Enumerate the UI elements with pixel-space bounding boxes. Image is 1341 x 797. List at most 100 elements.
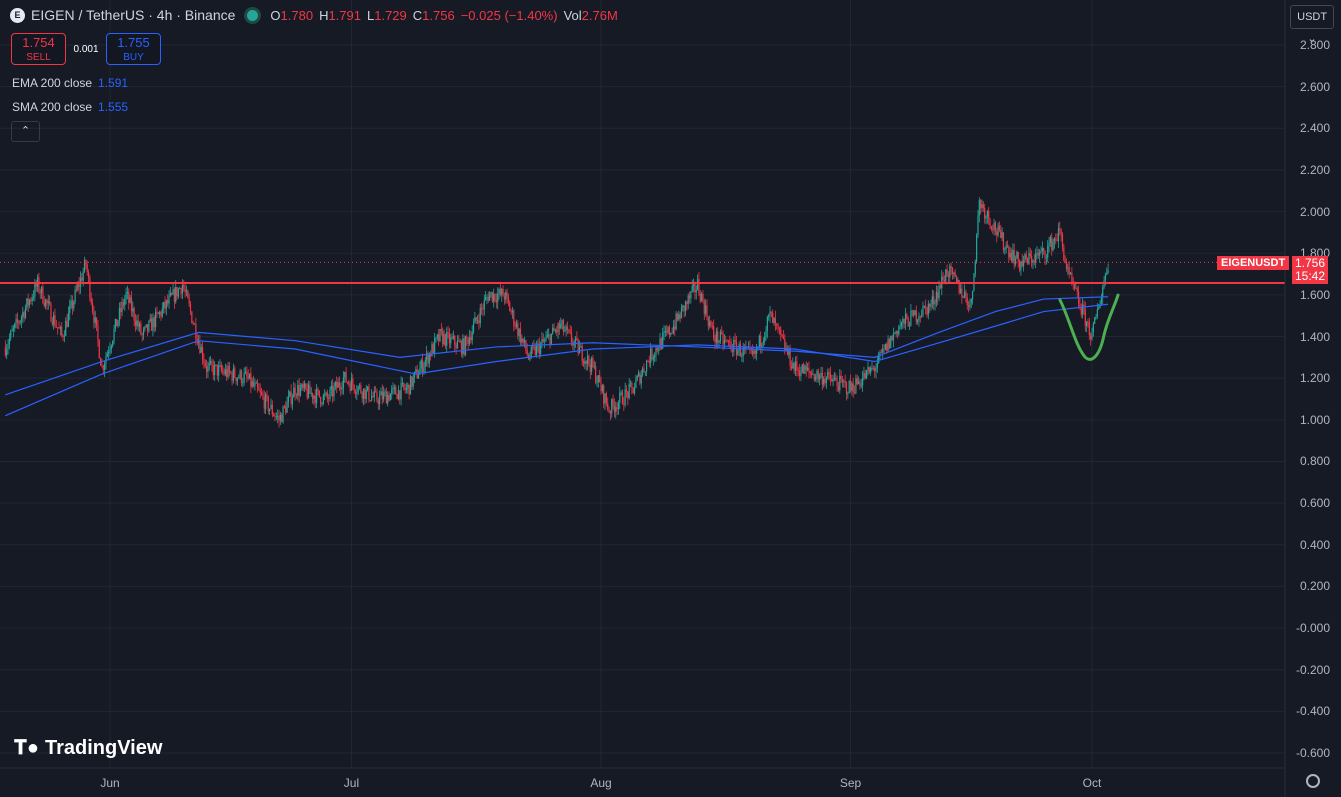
candle-body	[63, 335, 65, 338]
candle-body	[150, 318, 153, 331]
tradingview-logo[interactable]: 𝐓● TradingView	[14, 737, 163, 759]
candle-body	[518, 328, 520, 336]
buy-button[interactable]: 1.755 BUY	[106, 33, 161, 65]
candle-body	[664, 330, 666, 332]
currency-select[interactable]: USDT ⌄	[1290, 5, 1334, 45]
candle-body	[57, 327, 59, 329]
candle-body	[811, 373, 813, 375]
candle-body	[725, 340, 727, 342]
candle-body	[258, 388, 260, 391]
candle-body	[396, 394, 398, 400]
candle-body	[1008, 246, 1010, 258]
settings-icon[interactable]	[1306, 774, 1320, 788]
y-tick-label: 2.600	[1299, 79, 1330, 94]
y-tick-label: 0.600	[1299, 496, 1330, 511]
candle-body	[289, 391, 291, 397]
candle-body	[1076, 288, 1078, 292]
candle-body	[360, 385, 362, 393]
candle-body	[82, 271, 84, 281]
candle-body	[117, 320, 119, 327]
candle-body	[576, 337, 578, 340]
indicator-ema[interactable]: EMA 200 close 1.591	[12, 76, 129, 90]
candle-body	[326, 392, 328, 399]
sma-200-close-line[interactable]	[5, 303, 1109, 417]
candle-body	[185, 290, 188, 292]
candle-body	[922, 306, 924, 316]
candle-body	[438, 334, 440, 341]
candle-body	[384, 391, 386, 393]
candle-body	[273, 414, 275, 416]
candle-body	[1010, 252, 1013, 262]
candle-body	[219, 365, 221, 366]
candle-body	[591, 357, 593, 372]
candle-body	[118, 308, 120, 321]
candle-body	[43, 303, 45, 306]
candle-body	[667, 327, 669, 333]
candle-body	[608, 409, 610, 413]
candle-body	[883, 348, 885, 350]
candle-body	[751, 350, 754, 355]
candle-body	[436, 334, 438, 338]
candle-body	[137, 320, 139, 328]
candle-body	[511, 310, 514, 313]
candle-body	[285, 406, 287, 413]
candle-body	[501, 288, 503, 295]
hand-drawn-annotation[interactable]	[1058, 293, 1120, 361]
candle-body	[800, 372, 802, 377]
candle-body	[723, 340, 726, 345]
candle-body	[794, 361, 797, 371]
candle-body	[1079, 303, 1081, 308]
candle-body	[1016, 251, 1018, 259]
candle-body	[812, 374, 814, 376]
indicator-sma[interactable]: SMA 200 close 1.555	[12, 100, 129, 114]
candle-body	[620, 392, 622, 394]
candle-body	[997, 225, 999, 236]
candle-body	[132, 308, 134, 312]
candle-body	[939, 285, 942, 289]
candle-body	[855, 378, 857, 394]
candle-body	[297, 384, 299, 396]
candle-body	[451, 337, 453, 339]
candle-body	[992, 228, 994, 230]
candle-body	[77, 284, 79, 290]
candle-body	[570, 332, 573, 343]
candle-body	[1047, 245, 1049, 258]
candle-body	[857, 381, 860, 385]
candle-body	[565, 326, 567, 331]
collapse-legend-button[interactable]: ⌃	[11, 121, 40, 142]
candle-body	[468, 336, 471, 344]
candle-body	[806, 367, 809, 370]
candle-body	[458, 340, 460, 342]
ema-200-close-line[interactable]	[5, 296, 1109, 396]
candle-body	[695, 289, 697, 293]
candle-body	[1071, 272, 1073, 282]
candle-body	[837, 386, 840, 391]
sell-button[interactable]: 1.754 SELL	[11, 33, 66, 65]
candle-body	[350, 378, 353, 391]
candle-body	[325, 392, 327, 395]
candle-body	[647, 361, 649, 362]
candle-body	[577, 339, 579, 354]
candle-body	[584, 360, 586, 364]
candle-body	[148, 321, 150, 332]
candle-body	[497, 294, 499, 303]
candle-body	[797, 369, 799, 371]
ohlc-values: O1.780 H1.791 L1.729 C1.756 −0.025 (−1.40%) V…	[270, 7, 618, 23]
candle-body	[200, 346, 202, 353]
candle-body	[357, 386, 359, 393]
symbol-title[interactable]: EIGEN / TetherUS · 4h · Binance	[31, 7, 236, 23]
candle-body	[259, 390, 261, 393]
candle-body	[413, 371, 416, 378]
candle-body	[770, 311, 772, 313]
candle-body	[953, 272, 955, 274]
candle-body	[476, 320, 479, 322]
candle-body	[101, 365, 103, 367]
candle-body	[605, 393, 607, 404]
candle-body	[42, 286, 44, 304]
candle-body	[243, 373, 245, 383]
candle-body	[1075, 288, 1077, 290]
candle-body	[73, 301, 75, 309]
candle-body	[652, 357, 654, 360]
candle-body	[216, 364, 218, 376]
